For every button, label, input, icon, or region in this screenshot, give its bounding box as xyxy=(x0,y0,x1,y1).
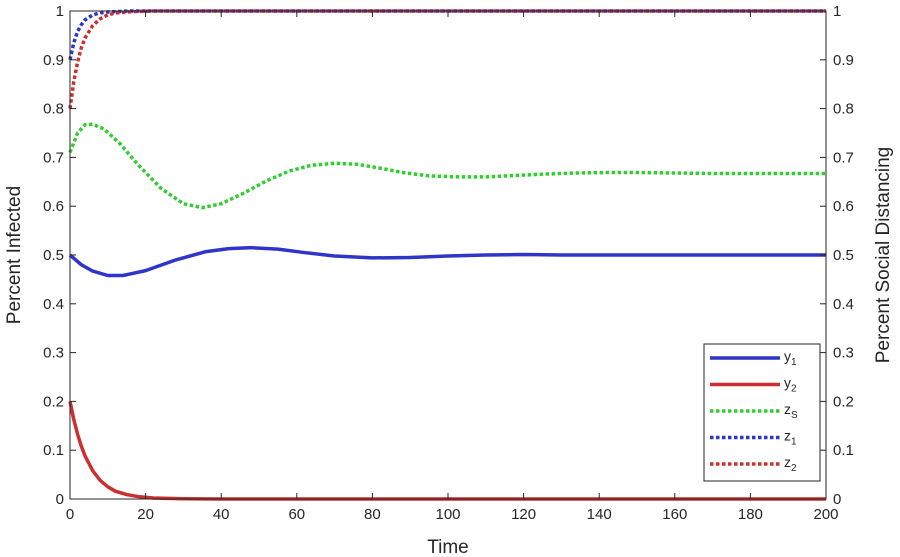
series-line-z1 xyxy=(68,9,826,61)
x-tick-label: 40 xyxy=(213,506,230,523)
x-tick-label: 100 xyxy=(435,506,460,523)
y-axis-label-right: Percent Social Distancing xyxy=(873,147,894,364)
y-tick-label-right: 0.1 xyxy=(833,442,854,459)
series-line-y1 xyxy=(68,245,826,278)
legend-label-z2: z2 xyxy=(784,454,797,474)
x-tick-label: 200 xyxy=(813,506,838,523)
y-tick-label-left: 0.4 xyxy=(43,296,64,313)
legend-box xyxy=(703,343,821,482)
x-tick-label: 20 xyxy=(137,506,154,523)
x-tick-label: 140 xyxy=(587,506,612,523)
x-tick-label: 60 xyxy=(288,506,305,523)
x-tick-label: 120 xyxy=(511,506,536,523)
y-tick-label-left: 0.7 xyxy=(43,149,64,166)
y-tick-label-right: 0.6 xyxy=(833,198,854,215)
y-tick-label-left: 1 xyxy=(56,3,64,20)
x-axis: 0 20 40 60 80 100 120 140 160 180 200 xyxy=(66,11,839,523)
y-tick-label-left: 0.5 xyxy=(43,247,64,264)
y-tick-label-right: 0.3 xyxy=(833,345,854,362)
y-tick-label-left: 0.6 xyxy=(43,198,64,215)
legend-label-zS: zS xyxy=(784,401,798,421)
x-tick-label: 0 xyxy=(66,506,74,523)
y-tick-label-left: 0.3 xyxy=(43,345,64,362)
legend-label-y2: y2 xyxy=(784,375,797,395)
x-tick-label: 180 xyxy=(738,506,763,523)
x-tick-label: 80 xyxy=(364,506,381,523)
y-axis-left: 0 0.1 0.2 0.3 0.4 0.5 0.6 0.7 0.8 0.9 1 xyxy=(43,3,76,508)
y-tick-label-left: 0.9 xyxy=(43,52,64,69)
y-tick-label-left: 0.2 xyxy=(43,393,64,410)
x-axis-label: Time xyxy=(427,537,469,557)
y-tick-label-left: 0.1 xyxy=(43,442,64,459)
y-tick-label-left: 0.8 xyxy=(43,101,64,118)
legend-label-z1: z1 xyxy=(784,428,797,448)
series-line-zS xyxy=(68,122,826,210)
legend-label-y1: y1 xyxy=(784,348,797,368)
series-line-z2 xyxy=(68,9,826,109)
x-tick-label: 160 xyxy=(662,506,687,523)
y-tick-label-right: 0.4 xyxy=(833,296,854,313)
y-tick-label-right: 1 xyxy=(833,3,841,20)
y-tick-label-right: 0.7 xyxy=(833,149,854,166)
y-axis-label-left: Percent Infected xyxy=(4,186,25,324)
y-tick-label-left: 0 xyxy=(56,491,64,508)
y-tick-label-right: 0.2 xyxy=(833,393,854,410)
y-tick-label-right: 0.8 xyxy=(833,101,854,118)
y-tick-label-right: 0 xyxy=(833,491,841,508)
legend: y1 y2 zS z1 z2 xyxy=(703,343,821,482)
y-axis-right: 0 0.1 0.2 0.3 0.4 0.5 0.6 0.7 0.8 0.9 1 xyxy=(820,3,854,508)
y-tick-label-right: 0.9 xyxy=(833,52,854,69)
y-tick-label-right: 0.5 xyxy=(833,247,854,264)
